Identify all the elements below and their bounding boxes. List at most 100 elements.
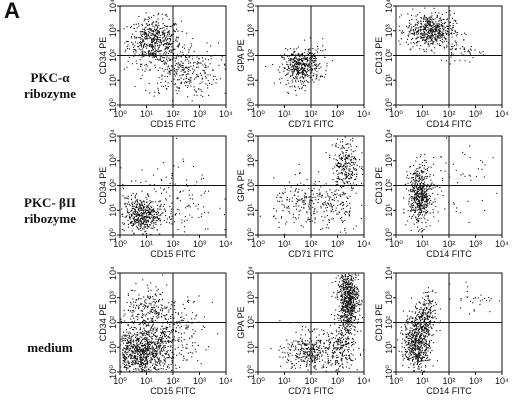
data-point (432, 212, 434, 214)
data-point (158, 46, 160, 48)
data-point (163, 203, 165, 205)
data-point (133, 368, 135, 370)
data-point (139, 207, 141, 209)
data-point (178, 67, 180, 69)
data-point (141, 74, 143, 76)
data-point (148, 203, 150, 205)
data-point (185, 67, 187, 69)
data-point (468, 221, 470, 223)
data-point (159, 344, 161, 346)
data-point (137, 202, 139, 204)
data-point (136, 221, 138, 223)
data-point (154, 26, 156, 28)
data-point (319, 76, 321, 78)
data-point (140, 78, 142, 80)
data-point (127, 212, 129, 214)
data-point (425, 51, 427, 53)
data-point (356, 176, 358, 178)
data-point (423, 204, 425, 206)
data-point (136, 348, 138, 350)
data-point (180, 325, 182, 327)
data-point (414, 194, 416, 196)
data-point (328, 196, 330, 198)
data-point (132, 306, 134, 308)
data-point (416, 197, 418, 199)
data-point (135, 369, 137, 371)
data-point (445, 137, 447, 139)
data-point (181, 316, 183, 318)
data-point (133, 216, 135, 218)
data-point (308, 63, 310, 65)
data-point (191, 68, 193, 70)
data-point (419, 184, 421, 186)
data-point (425, 39, 427, 41)
data-point (179, 327, 181, 329)
data-point (339, 186, 341, 188)
data-point (153, 227, 155, 229)
data-point (457, 31, 459, 33)
data-point (170, 346, 172, 348)
data-point (428, 32, 430, 34)
data-point (158, 51, 160, 53)
data-point (126, 215, 128, 217)
data-point (344, 173, 346, 175)
data-point (418, 207, 420, 209)
data-point (164, 358, 166, 360)
data-point (215, 82, 217, 84)
data-point (307, 75, 309, 77)
data-point (166, 351, 168, 353)
data-point (185, 81, 187, 83)
data-point (140, 224, 142, 226)
data-point (419, 210, 421, 212)
data-point (416, 184, 418, 186)
data-point (175, 72, 177, 74)
data-point (145, 352, 147, 354)
data-point (437, 30, 439, 32)
data-point (131, 215, 133, 217)
data-point (452, 163, 454, 165)
data-point (354, 178, 356, 180)
data-point (336, 164, 338, 166)
data-point (141, 336, 143, 338)
data-point (346, 149, 348, 151)
data-point (170, 35, 172, 37)
data-point (164, 63, 166, 65)
data-point (299, 172, 301, 174)
data-point (135, 211, 137, 213)
data-point (423, 17, 425, 19)
data-point (154, 50, 156, 52)
data-point (427, 170, 429, 172)
data-point (143, 308, 145, 310)
data-point (171, 208, 173, 210)
data-point (362, 173, 364, 175)
data-point (148, 44, 150, 46)
data-point (427, 37, 429, 39)
data-point (420, 29, 422, 31)
data-point (452, 46, 454, 48)
data-point (141, 217, 143, 219)
data-point (412, 29, 414, 31)
data-point (453, 12, 455, 14)
data-point (313, 75, 315, 77)
data-point (405, 41, 407, 43)
data-point (127, 294, 129, 296)
data-point (125, 329, 127, 331)
data-point (324, 56, 326, 58)
data-point (356, 164, 358, 166)
data-point (420, 188, 422, 190)
data-point (294, 67, 296, 69)
data-point (155, 191, 157, 193)
data-point (442, 194, 444, 196)
data-point (416, 31, 418, 33)
data-point (147, 287, 149, 289)
data-point (185, 57, 187, 59)
data-point (142, 315, 144, 317)
data-point (416, 32, 418, 34)
data-point (427, 210, 429, 212)
data-point (314, 217, 316, 219)
data-point (296, 73, 298, 75)
data-point (137, 316, 139, 318)
data-point (168, 67, 170, 69)
data-point (344, 214, 346, 216)
data-point (139, 199, 141, 201)
